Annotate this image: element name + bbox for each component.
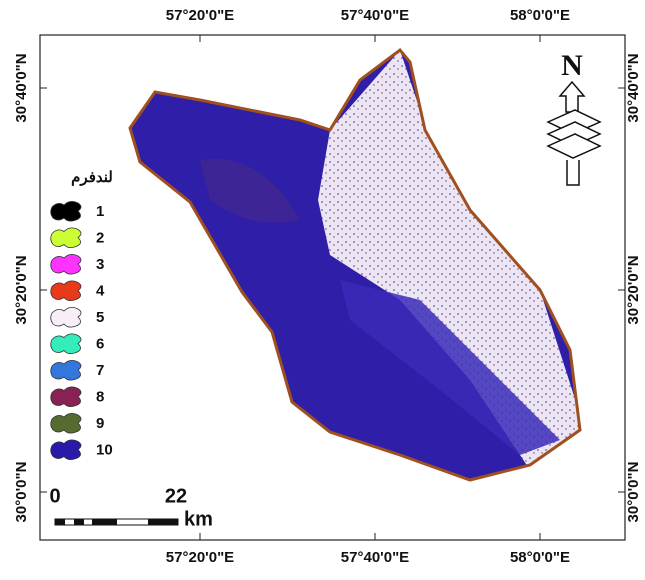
right-coord-label: 30°20'0"N <box>625 255 642 324</box>
legend-label: 7 <box>96 362 104 379</box>
right-coord-label: 30°40'0"N <box>625 53 642 122</box>
legend-swatch <box>50 413 82 434</box>
legend-label: 9 <box>96 415 104 432</box>
scale-start: 0 <box>49 485 60 507</box>
legend-label: 2 <box>96 229 104 246</box>
legend-label: 10 <box>96 441 113 458</box>
legend-swatch <box>50 439 82 461</box>
legend-swatch <box>50 360 82 381</box>
legend-swatch <box>50 307 82 328</box>
left-coord-label: 30°0'0"N <box>13 462 30 523</box>
bottom-coord-label: 57°20'0"E <box>166 549 234 566</box>
scale-end: 22 <box>165 485 187 507</box>
legend-label: 8 <box>96 388 104 405</box>
legend-label: 5 <box>96 309 104 326</box>
legend-swatch <box>50 333 82 355</box>
north-arrow: N <box>546 49 602 186</box>
legend-title: لندفرم <box>71 169 113 186</box>
scale-bar: 0 22 km <box>49 485 212 530</box>
bottom-coord-label: 57°40'0"E <box>341 549 409 566</box>
bottom-coord-label: 58°0'0"E <box>510 549 570 566</box>
legend-swatch <box>50 254 82 275</box>
north-label: N <box>561 49 583 82</box>
scale-unit: km <box>184 508 213 530</box>
legend: لندفرم 1 2 3 4 5 6 7 8 9 10 <box>50 169 113 461</box>
right-coord-label: 30°0'0"N <box>625 462 642 523</box>
top-coord-label: 57°40'0"E <box>341 7 409 24</box>
left-coord-label: 30°20'0"N <box>13 255 30 324</box>
legend-label: 4 <box>96 282 105 299</box>
legend-swatch <box>50 201 82 222</box>
left-coord-label: 30°40'0"N <box>13 53 30 122</box>
legend-label: 3 <box>96 256 104 273</box>
legend-label: 1 <box>96 203 104 220</box>
legend-swatch <box>50 280 82 302</box>
legend-label: 6 <box>96 335 104 352</box>
legend-swatch <box>50 386 82 408</box>
frame-ticks <box>40 35 625 540</box>
legend-swatch <box>50 227 82 249</box>
top-coord-label: 58°0'0"E <box>510 7 570 24</box>
top-coord-label: 57°20'0"E <box>166 7 234 24</box>
boundary <box>128 47 582 482</box>
